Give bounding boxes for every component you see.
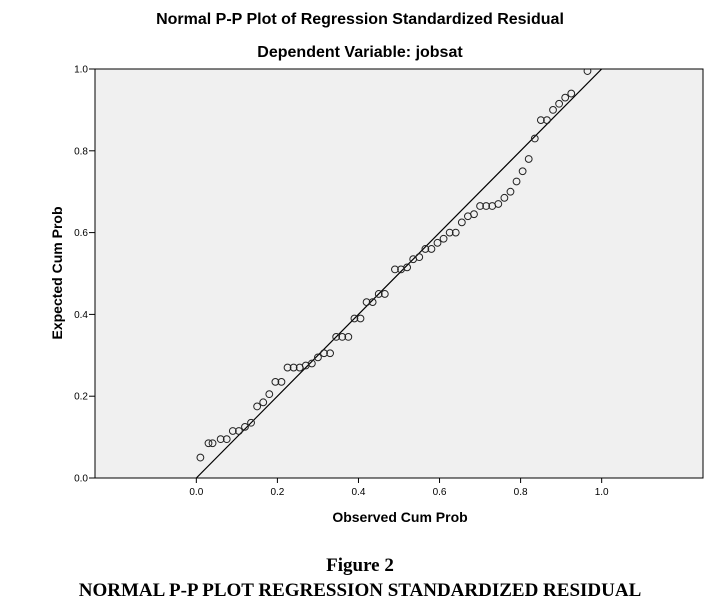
data-point bbox=[208, 439, 217, 448]
data-point bbox=[482, 202, 491, 210]
data-point bbox=[241, 422, 249, 431]
chart-subtitle: Dependent Variable: jobsat bbox=[257, 44, 463, 61]
data-point bbox=[356, 314, 365, 323]
data-point bbox=[380, 290, 389, 298]
x-tick-label: 0.4 bbox=[352, 487, 366, 498]
data-point bbox=[314, 353, 322, 362]
data-point bbox=[470, 210, 478, 219]
reference-line bbox=[195, 69, 603, 478]
data-point bbox=[583, 69, 592, 75]
data-point bbox=[555, 99, 564, 108]
pp-plot: 0.0 0.2 0.4 0.6 0.8 1.0 0.0 0.2 0.4 0.6 0.8 1.0 Ex… bbox=[49, 65, 704, 525]
data-point bbox=[307, 359, 316, 368]
data-point bbox=[332, 332, 341, 341]
data-point bbox=[421, 245, 430, 253]
data-point bbox=[247, 418, 255, 427]
chart-title: Normal P-P Plot of Regression Standardiz… bbox=[156, 11, 564, 28]
data-point bbox=[216, 435, 225, 444]
data-point bbox=[283, 363, 292, 372]
y-tick-label: 0.4 bbox=[74, 310, 88, 321]
data-point bbox=[271, 377, 280, 386]
data-point bbox=[253, 402, 262, 411]
y-tick-label: 0.6 bbox=[74, 228, 88, 239]
data-point bbox=[403, 263, 412, 272]
data-point bbox=[433, 238, 442, 247]
data-point bbox=[320, 349, 328, 358]
data-point bbox=[500, 193, 509, 202]
data-point bbox=[204, 439, 213, 448]
y-tick-label: 0.0 bbox=[74, 474, 88, 485]
data-point bbox=[512, 177, 521, 186]
y-tick-label: 0.8 bbox=[74, 146, 88, 157]
data-point bbox=[344, 332, 353, 341]
data-point bbox=[524, 155, 533, 163]
data-point bbox=[439, 234, 448, 243]
y-tick-label: 0.2 bbox=[74, 392, 88, 403]
x-axis: 0.0 0.2 0.4 0.6 0.8 1.0 bbox=[189, 478, 609, 498]
data-point bbox=[415, 253, 424, 262]
data-point bbox=[451, 228, 460, 237]
data-point bbox=[196, 453, 205, 462]
y-axis: 0.0 0.2 0.4 0.6 0.8 1.0 bbox=[74, 65, 95, 485]
data-point bbox=[391, 265, 399, 274]
data-point bbox=[277, 377, 286, 386]
y-tick-label: 1.0 bbox=[74, 65, 88, 76]
data-point bbox=[338, 332, 347, 341]
data-point bbox=[289, 363, 298, 372]
data-point bbox=[549, 106, 557, 114]
data-point bbox=[543, 116, 551, 125]
data-point bbox=[368, 298, 377, 307]
data-point bbox=[259, 398, 268, 407]
data-point bbox=[326, 349, 334, 358]
data-point bbox=[494, 200, 503, 208]
data-point bbox=[530, 134, 539, 143]
data-point bbox=[350, 314, 359, 323]
data-point bbox=[265, 390, 274, 399]
x-tick-label: 0.6 bbox=[433, 487, 447, 498]
data-point bbox=[506, 187, 515, 196]
data-point bbox=[362, 298, 371, 307]
x-tick-label: 0.0 bbox=[189, 487, 203, 498]
figure-caption: NORMAL P-P PLOT REGRESSION STANDARDIZED … bbox=[78, 580, 642, 601]
y-axis-label: Expected Cum Prob bbox=[49, 206, 65, 339]
x-tick-label: 0.8 bbox=[514, 487, 528, 498]
figure-label: Figure 2 bbox=[326, 555, 394, 576]
data-point bbox=[222, 435, 231, 444]
data-point bbox=[445, 228, 454, 237]
data-point bbox=[234, 427, 243, 435]
scatter-points bbox=[196, 69, 592, 462]
data-point bbox=[457, 218, 466, 227]
x-tick-label: 1.0 bbox=[595, 487, 609, 498]
x-tick-label: 0.2 bbox=[270, 487, 284, 498]
data-point bbox=[427, 245, 436, 253]
data-point bbox=[374, 290, 383, 298]
data-point bbox=[561, 93, 570, 102]
data-point bbox=[518, 167, 527, 176]
data-point bbox=[567, 89, 576, 98]
data-point bbox=[228, 427, 237, 435]
x-axis-label: Observed Cum Prob bbox=[332, 509, 467, 525]
data-point bbox=[476, 202, 484, 210]
data-point bbox=[536, 116, 545, 125]
